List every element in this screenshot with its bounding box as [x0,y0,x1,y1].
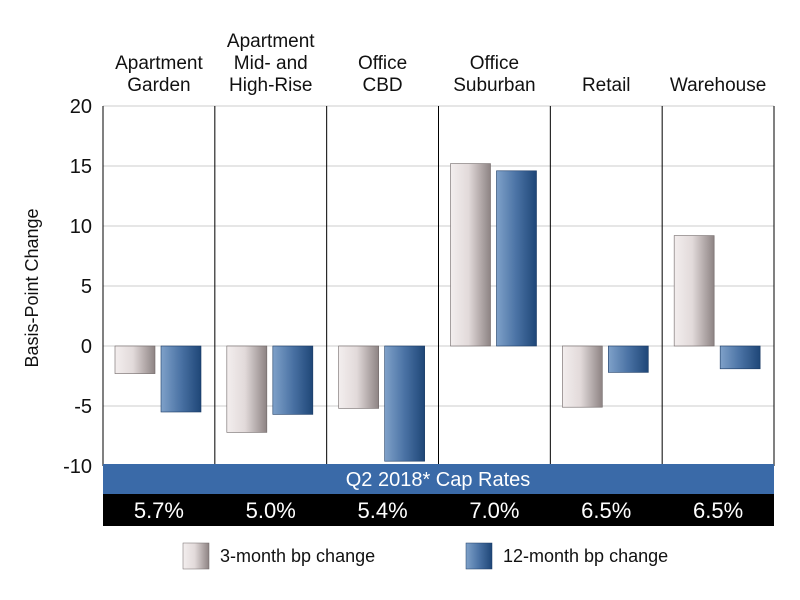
bar-3-month-1 [226,345,268,433]
y-axis-title: Basis-Point Change [22,208,42,367]
y-tick-label: -10 [63,456,92,478]
bar-3-month-3 [450,163,491,347]
y-tick-label: 5 [81,276,92,298]
legend-label-3-month: 3-month bp change [220,546,375,566]
bar-3-month-0 [114,345,156,374]
legend-item-12-month: 12-month bp change [465,542,668,570]
cap-rate-value: 6.5% [693,498,743,523]
bar-12-month-1 [272,345,314,415]
category-label-line: Office [470,53,519,74]
category-label-line: Suburban [453,75,535,96]
legend-item-3-month: 3-month bp change [182,542,375,570]
bars [114,163,761,462]
cap-rate-banner: Q2 2018* Cap Rates [103,464,774,494]
bar-12-month-3 [496,170,537,347]
bar-3-month-4 [562,345,603,408]
category-label: Office Suburban [453,53,535,96]
category-label-line: Apartment [227,31,315,52]
bar-3-month-5 [673,235,715,347]
cap-rate-banner-label: Q2 2018* Cap Rates [346,469,531,491]
category-label-line: Mid- and [234,53,308,74]
category-label: Apartment Garden [115,53,203,96]
category-dividers [102,106,775,466]
category-label-line: Warehouse [670,75,766,96]
category-label-line: High-Rise [229,75,312,96]
y-tick-label: 0 [81,336,92,358]
legend-swatch-3-month [182,542,210,570]
category-label: Apartment Mid- and High-Rise [227,31,315,96]
y-axis-ticks: 20 15 10 5 0 -5 -10 [63,96,92,478]
bar-3-month-2 [338,345,379,409]
legend-swatch-12-month [465,542,493,570]
bar-12-month-4 [608,345,649,373]
y-tick-label: 20 [70,96,92,118]
cap-rate-value: 7.0% [469,498,519,523]
category-label: Office CBD [358,53,407,96]
bar-12-month-2 [384,345,425,462]
cap-rates-band: 5.7% 5.0% 5.4% 7.0% 6.5% 6.5% [103,494,774,526]
y-tick-label: 10 [70,216,92,238]
category-label-line: Garden [127,75,190,96]
y-tick-label: -5 [74,396,92,418]
legend: 3-month bp change 12-month bp change [182,542,668,570]
category-label-line: Apartment [115,53,203,74]
bar-12-month-5 [719,345,761,370]
cap-rate-value: 5.0% [246,498,296,523]
cap-rate-value: 5.4% [358,498,408,523]
category-label-line: Office [358,53,407,74]
bar-12-month-0 [160,345,202,413]
legend-label-12-month: 12-month bp change [503,546,668,566]
cap-rate-value: 5.7% [134,498,184,523]
category-label-line: Retail [582,75,631,96]
cap-rate-value: 6.5% [581,498,631,523]
category-label: Warehouse [670,75,766,96]
y-tick-label: 15 [70,156,92,178]
category-label: Retail [582,75,631,96]
category-label-line: CBD [363,75,403,96]
